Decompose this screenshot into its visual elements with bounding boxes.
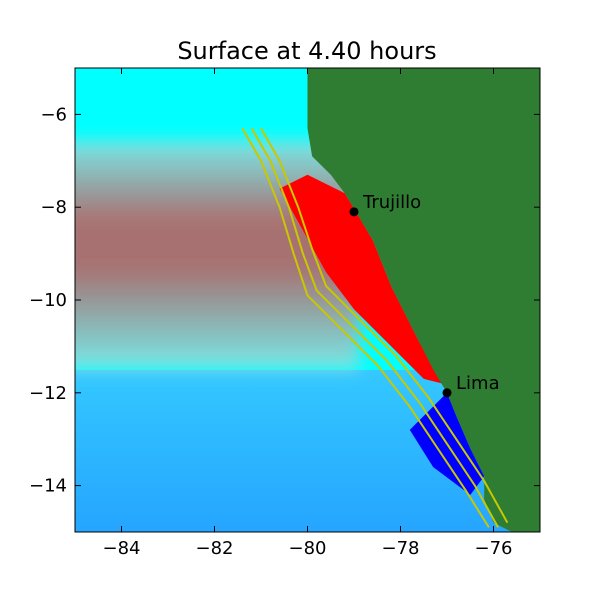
city-label-trujillo: Trujillo [362, 192, 421, 213]
x-tick-label: −80 [289, 538, 327, 559]
chart-title: Surface at 4.40 hours [177, 37, 436, 65]
y-tick-label: −14 [29, 476, 67, 497]
x-tick-label: −78 [382, 538, 420, 559]
y-tick-label: −6 [40, 104, 67, 125]
trench-contour-2 [250, 127, 499, 528]
y-tick-label: −12 [29, 383, 67, 404]
city-marker-trujillo [349, 207, 359, 217]
y-tick-label: −10 [29, 290, 67, 311]
x-tick-label: −76 [475, 538, 513, 559]
trench-contours [241, 127, 509, 528]
land-mass [307, 68, 540, 532]
trench-contour-1 [241, 127, 490, 528]
city-marker-lima [442, 388, 452, 398]
city-label-lima: Lima [456, 373, 500, 394]
x-axis: −84 −82 −80 −78 −76 [103, 68, 513, 559]
plot-area: Trujillo Lima [75, 68, 540, 532]
y-tick-label: −8 [40, 197, 67, 218]
x-tick-label: −84 [103, 538, 141, 559]
y-axis: −6 −8 −10 −12 −14 [29, 104, 540, 497]
x-tick-label: −82 [196, 538, 234, 559]
city-markers: Trujillo Lima [349, 192, 500, 398]
red-coastal-band [279, 174, 443, 384]
trench-contour-3 [260, 127, 509, 524]
